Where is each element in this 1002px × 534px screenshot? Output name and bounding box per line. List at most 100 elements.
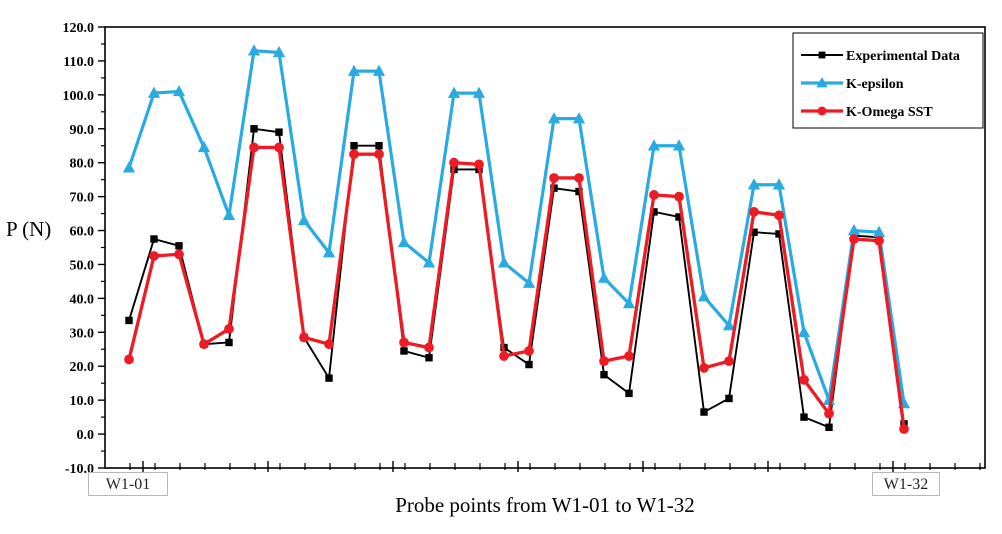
triangle-marker-icon [872, 225, 886, 237]
circle-marker-icon [274, 142, 284, 153]
triangle-marker-icon [422, 256, 436, 268]
legend-item-experimental-data: Experimental Data [801, 49, 960, 64]
square-marker-icon [675, 213, 683, 221]
triangle-marker-icon [572, 112, 586, 124]
circle-marker-icon [849, 234, 859, 244]
triangle-marker-icon [272, 45, 286, 58]
x-axis-title: Probe points from W1-01 to W1-32 [395, 493, 695, 517]
triangle-marker-icon [322, 246, 336, 258]
y-tick-label: -10.0 [65, 462, 94, 477]
triangle-marker-icon [522, 276, 536, 288]
square-marker-icon [125, 316, 133, 325]
circle-marker-icon [699, 363, 709, 373]
square-marker-icon [175, 242, 183, 250]
y-tick-label: 40.0 [70, 292, 95, 307]
square-marker-icon [750, 228, 758, 236]
circle-marker-icon [324, 339, 334, 350]
triangle-marker-icon [747, 178, 761, 190]
y-axis: 120.0 110.0 100.0 90.0 80.0 70.0 60.0 50.0 40.0 3… [63, 21, 105, 477]
circle-marker-icon [624, 351, 634, 361]
triangle-marker-icon [647, 139, 661, 151]
triangle-marker-icon [147, 86, 161, 98]
circle-marker-icon [649, 190, 659, 200]
triangle-marker-icon [722, 319, 736, 331]
square-marker-icon [275, 128, 283, 136]
y-tick-label: 30.0 [70, 326, 95, 341]
triangle-marker-icon [797, 325, 811, 338]
triangle-marker-icon [697, 290, 711, 302]
triangle-marker-icon [472, 86, 486, 98]
triangle-marker-icon [597, 271, 611, 283]
square-marker-icon [375, 142, 383, 150]
triangle-marker-icon [122, 161, 136, 173]
legend-label: K-epsilon [846, 77, 904, 92]
series-experimental-data [125, 125, 908, 431]
triangle-marker-icon [222, 208, 236, 220]
y-tick-label: 100.0 [63, 89, 95, 104]
circle-marker-icon [149, 251, 159, 261]
circle-marker-icon [424, 342, 434, 353]
legend-item-k-omega-sst: K-Omega SST [801, 105, 933, 120]
square-marker-icon [425, 354, 433, 362]
square-marker-icon [825, 423, 833, 431]
y-tick-label: 50.0 [70, 258, 95, 273]
circle-marker-icon [524, 346, 534, 356]
square-marker-icon [625, 389, 633, 398]
square-marker-icon [700, 408, 708, 416]
square-marker-icon [650, 208, 658, 216]
circle-marker-icon [249, 142, 259, 153]
y-tick-label: 110.0 [63, 55, 94, 70]
circle-marker-icon [199, 339, 209, 350]
y-tick-label: 60.0 [70, 225, 95, 240]
square-marker-icon [350, 142, 358, 150]
series-k-omega-sst [124, 142, 909, 434]
circle-marker-icon [499, 351, 509, 361]
triangle-marker-icon [172, 84, 186, 97]
circle-marker-icon [474, 159, 484, 170]
circle-marker-icon [299, 332, 309, 343]
first-probe-point-label: W1-01 [88, 472, 168, 496]
y-tick-label: 80.0 [70, 157, 95, 172]
x-axis [129, 461, 981, 472]
legend-label: K-Omega SST [846, 105, 933, 120]
circle-marker-icon [174, 249, 184, 260]
square-marker-icon [325, 374, 333, 382]
circle-marker-icon [674, 191, 684, 202]
circle-marker-icon [599, 356, 609, 367]
triangle-marker-icon [547, 112, 561, 124]
series-line [127, 49, 906, 406]
circle-marker-icon [224, 324, 234, 334]
square-marker-icon [818, 51, 826, 59]
square-marker-icon [575, 187, 583, 196]
triangle-marker-icon [622, 296, 636, 309]
square-marker-icon [250, 125, 258, 133]
circle-marker-icon [449, 157, 459, 168]
legend-item-k-epsilon: K-epsilon [801, 77, 904, 92]
series-line [128, 127, 905, 429]
circle-marker-icon [399, 337, 409, 348]
square-marker-icon [800, 413, 808, 421]
circle-marker-icon [124, 354, 134, 365]
triangle-marker-icon [347, 64, 361, 76]
square-marker-icon [725, 394, 733, 403]
circle-marker-icon [799, 374, 809, 385]
circle-marker-icon [899, 424, 909, 434]
circle-marker-icon [824, 408, 834, 419]
triangle-marker-icon [847, 224, 861, 236]
triangle-marker-icon [772, 178, 786, 190]
circle-marker-icon [749, 206, 759, 217]
series-line [127, 145, 906, 431]
square-marker-icon [400, 347, 408, 355]
triangle-marker-icon [247, 44, 261, 56]
series-k-epsilon [122, 44, 911, 409]
circle-marker-icon [574, 173, 584, 183]
circle-marker-icon [374, 149, 384, 160]
square-marker-icon [150, 235, 158, 243]
legend: Experimental Data K-epsilon K-Omega SST [792, 32, 984, 129]
triangle-marker-icon [397, 235, 411, 248]
y-tick-label: 90.0 [70, 123, 95, 138]
last-probe-point-label: W1-32 [872, 472, 940, 496]
triangle-marker-icon [297, 213, 311, 226]
